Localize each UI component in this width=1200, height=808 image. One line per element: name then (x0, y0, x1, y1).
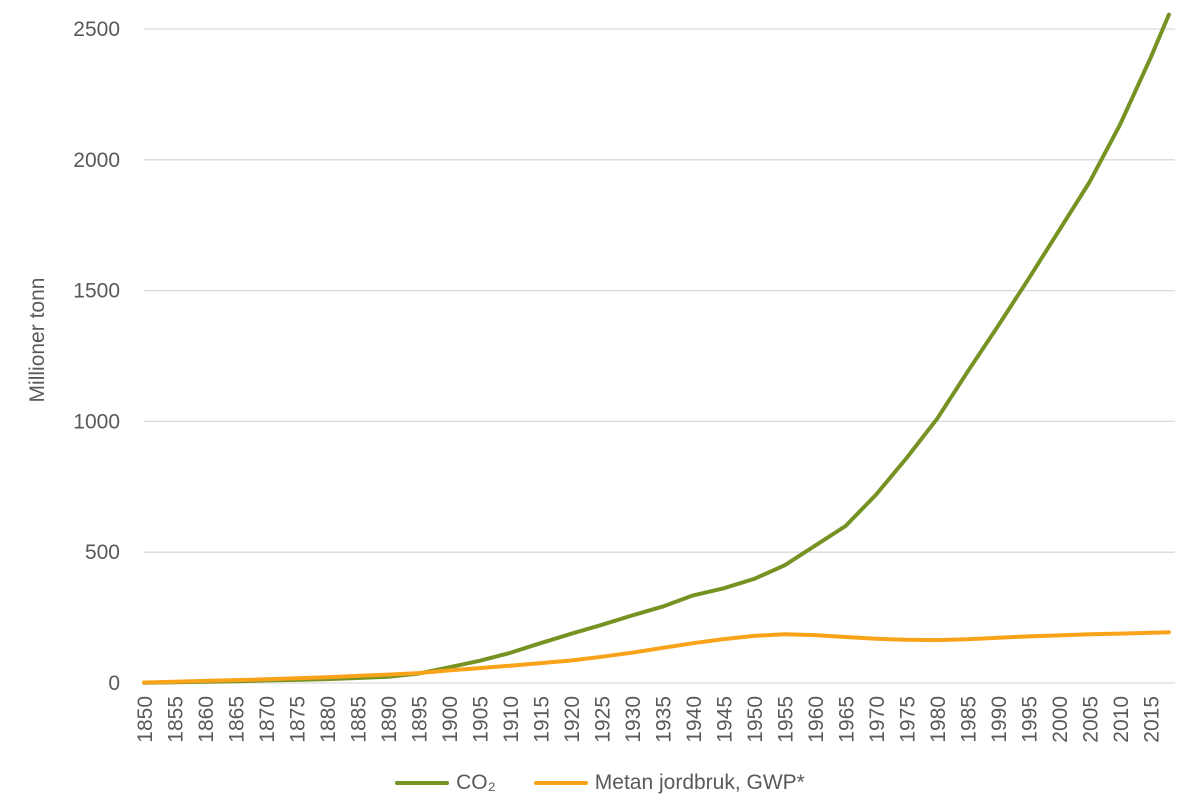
x-tick-label: 1975 (897, 696, 920, 743)
data-series-lines (142, 12, 1171, 685)
x-tick-label: 1955 (775, 696, 798, 743)
y-axis-title: Millioner tonn (26, 278, 49, 403)
x-tick-label: 1905 (470, 696, 493, 743)
x-tick-label: 1940 (683, 696, 706, 743)
legend-item-co2: CO₂ (395, 772, 496, 793)
x-tick-label: 1930 (622, 696, 645, 743)
x-tick-label: 1965 (836, 696, 859, 743)
x-tick-label: 1960 (805, 696, 828, 743)
x-tick-label: 1910 (500, 696, 523, 743)
x-tick-label: 1935 (653, 696, 676, 743)
y-tick-label: 500 (85, 541, 120, 564)
x-tick-label: 1920 (561, 696, 584, 743)
x-tick-label: 1850 (134, 696, 157, 743)
legend: CO₂ Metan jordbruk, GWP* (0, 772, 1200, 793)
x-tick-label: 1950 (744, 696, 767, 743)
x-tick-label: 1880 (317, 696, 340, 743)
x-axis-tick-labels: 1850 1855 1860 1865 1870 1875 1880 1885 1890 1895… (134, 696, 1164, 743)
legend-item-metan: Metan jordbruk, GWP* (533, 771, 805, 794)
y-tick-label: 2500 (73, 18, 120, 41)
x-tick-label: 1980 (927, 696, 950, 743)
x-tick-label: 1925 (592, 696, 615, 743)
legend-label-co2: CO₂ (456, 771, 496, 794)
x-tick-label: 1990 (988, 696, 1011, 743)
y-axis-tick-labels: 0 500 1000 1500 2000 2500 (73, 18, 120, 695)
x-tick-label: 1865 (226, 696, 249, 743)
metan-line (142, 630, 1171, 685)
y-tick-label: 1500 (73, 280, 120, 303)
x-tick-label: 1915 (531, 696, 554, 743)
y-tick-label: 0 (108, 672, 120, 695)
x-tick-label: 1985 (958, 696, 981, 743)
y-tick-label: 2000 (73, 149, 120, 172)
x-tick-label: 2005 (1080, 696, 1103, 743)
x-tick-label: 1890 (378, 696, 401, 743)
x-tick-label: 1970 (866, 696, 889, 743)
co2-line-swatch (395, 780, 450, 785)
x-tick-label: 1945 (714, 696, 737, 743)
x-tick-label: 2010 (1110, 696, 1133, 743)
x-tick-label: 1900 (439, 696, 462, 743)
y-tick-label: 1000 (73, 410, 120, 433)
co2-line (142, 12, 1171, 685)
x-tick-label: 1895 (409, 696, 432, 743)
x-tick-label: 1995 (1019, 696, 1042, 743)
gridlines (144, 28, 1175, 684)
x-tick-label: 1870 (256, 696, 279, 743)
x-tick-label: 2015 (1141, 696, 1164, 743)
x-tick-label: 2000 (1049, 696, 1072, 743)
x-tick-label: 1875 (287, 696, 310, 743)
legend-label-metan: Metan jordbruk, GWP* (594, 771, 805, 794)
x-tick-label: 1860 (195, 696, 218, 743)
metan-line-swatch (533, 780, 588, 785)
x-tick-label: 1885 (348, 696, 371, 743)
x-tick-label: 1855 (165, 696, 188, 743)
